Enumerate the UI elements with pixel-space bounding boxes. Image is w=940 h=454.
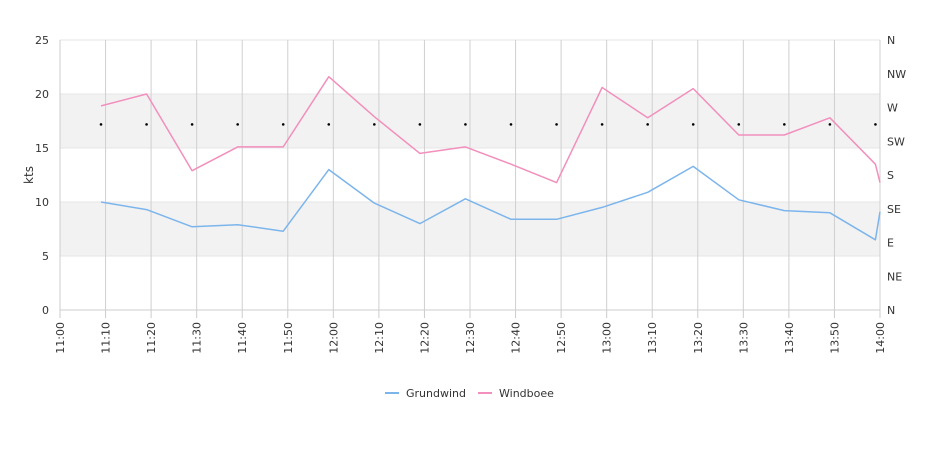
x-tick-label: 11:20: [145, 322, 158, 354]
direction-marker: [190, 123, 194, 126]
x-tick-label: 12:50: [555, 322, 568, 354]
x-tick-label: 14:00: [874, 322, 887, 354]
y-tick-label: 20: [35, 88, 49, 101]
legend[interactable]: Grundwind Windboee: [385, 387, 554, 400]
direction-markers: [99, 123, 877, 126]
direction-tick-label: E: [887, 237, 894, 250]
direction-marker: [145, 123, 148, 126]
x-tick-label: 11:40: [236, 322, 249, 354]
grid-lines: [60, 39, 881, 311]
direction-marker: [327, 123, 331, 126]
direction-marker: [418, 123, 422, 126]
y-tick-label: 25: [35, 34, 49, 47]
series-lines: [100, 75, 881, 241]
direction-tick-label: N: [887, 34, 895, 47]
x-tick-label: 11:50: [282, 322, 295, 354]
y-tick-label: 5: [42, 250, 49, 263]
x-tick-label: 13:00: [601, 322, 614, 354]
direction-marker: [373, 123, 376, 126]
legend-item-windboee[interactable]: Windboee: [478, 387, 554, 400]
direction-tick-label: NE: [887, 270, 902, 283]
x-tick-label: 13:30: [737, 322, 750, 354]
legend-label: Windboee: [499, 387, 554, 400]
x-tick-label: 12:30: [464, 322, 477, 354]
direction-marker: [691, 123, 695, 126]
axes: 0 5 10 15 20 25 11:00 11:10 11:20 11:30 11:40 11:50…: [35, 34, 906, 354]
direction-marker: [783, 123, 786, 126]
direction-marker: [281, 123, 285, 126]
x-tick-label: 11:10: [100, 322, 113, 354]
direction-tick-label: SE: [887, 203, 901, 216]
direction-marker: [737, 123, 741, 126]
legend-label: Grundwind: [406, 387, 466, 400]
y-tick-label: 10: [35, 196, 49, 209]
direction-marker: [646, 123, 649, 126]
x-tick-label: 12:00: [327, 322, 340, 354]
direction-marker: [600, 123, 604, 126]
series-line-grundwind: [100, 165, 881, 241]
direction-tick-label: NW: [887, 68, 906, 81]
direction-marker: [99, 123, 103, 126]
direction-tick-label: N: [887, 304, 895, 317]
x-tick-label: 13:50: [828, 322, 841, 354]
x-tick-label: 12:20: [418, 322, 431, 354]
x-tick-label: 11:00: [54, 322, 67, 354]
direction-marker: [464, 123, 467, 126]
direction-marker: [509, 123, 513, 126]
x-tick-label: 13:40: [783, 322, 796, 354]
direction-marker: [828, 123, 832, 126]
y-axis-title: kts: [22, 166, 36, 184]
series-line-windboee: [100, 75, 881, 184]
x-tick-label: 12:40: [510, 322, 523, 354]
x-tick-label: 13:20: [692, 322, 705, 354]
direction-tick-label: S: [887, 169, 894, 182]
y-tick-label: 0: [42, 304, 49, 317]
x-tick-label: 13:10: [646, 322, 659, 354]
legend-item-grundwind[interactable]: Grundwind: [385, 387, 466, 400]
y-tick-label: 15: [35, 142, 49, 155]
direction-marker: [874, 123, 877, 126]
direction-tick-label: SW: [887, 135, 905, 148]
x-tick-label: 11:30: [191, 322, 204, 354]
x-tick-label: 12:10: [373, 322, 386, 354]
direction-tick-label: W: [887, 102, 898, 115]
direction-marker: [555, 123, 558, 126]
direction-marker: [236, 123, 239, 126]
